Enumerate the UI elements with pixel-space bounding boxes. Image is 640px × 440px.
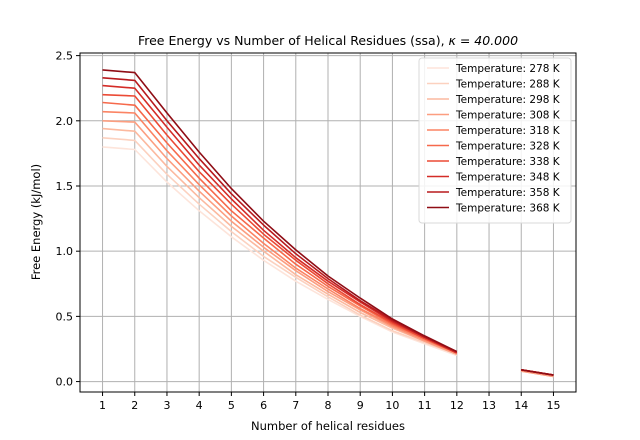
x-tick-label: 13	[482, 399, 496, 412]
y-tick-label: 0.5	[56, 310, 74, 323]
chart-title-main: Free Energy vs Number of Helical Residue…	[138, 33, 449, 48]
legend-label: Temperature: 358 K	[455, 187, 561, 199]
legend-label: Temperature: 328 K	[455, 141, 561, 153]
x-tick-label: 12	[450, 399, 464, 412]
y-tick-label: 2.5	[56, 50, 74, 63]
chart-title: Free Energy vs Number of Helical Residue…	[138, 33, 518, 48]
legend-label: Temperature: 298 K	[455, 94, 561, 106]
legend-label: Temperature: 278 K	[455, 63, 561, 75]
x-tick-label: 6	[260, 399, 267, 412]
x-tick-label: 7	[292, 399, 299, 412]
legend-box	[418, 57, 572, 224]
y-axis-title: Free Energy (kJ/mol)	[29, 164, 43, 280]
x-tick-label: 2	[131, 399, 138, 412]
x-tick-label: 5	[228, 399, 235, 412]
x-tick-label: 15	[546, 399, 560, 412]
y-tick-label: 2.0	[56, 115, 74, 128]
y-tick-label: 1.5	[56, 180, 74, 193]
axis-ticks: 1 2 3 4 5 6 7 8 9 10 11 12 13 14 150.00.51.01.52.02.5	[56, 50, 561, 412]
x-tick-label: 3	[163, 399, 170, 412]
x-tick-label: 10	[385, 399, 399, 412]
x-tick-label: 14	[514, 399, 528, 412]
legend: Temperature: 278 K Temperature: 288 K Temp…	[418, 57, 572, 224]
legend-label: Temperature: 368 K	[455, 203, 561, 215]
y-tick-label: 1.0	[56, 245, 74, 258]
legend-label: Temperature: 348 K	[455, 172, 561, 184]
series-line	[102, 120, 554, 378]
x-axis-title: Number of helical residues	[251, 419, 405, 433]
legend-label: Temperature: 338 K	[455, 156, 561, 168]
x-tick-label: 9	[357, 399, 364, 412]
legend-label: Temperature: 288 K	[455, 79, 561, 91]
legend-label: Temperature: 318 K	[455, 125, 561, 137]
x-tick-label: 4	[196, 399, 203, 412]
x-tick-label: 1	[99, 399, 106, 412]
chart-title-kappa: κ = 40.000	[449, 33, 519, 48]
x-tick-label: 11	[418, 399, 432, 412]
x-tick-label: 8	[325, 399, 332, 412]
series-line	[102, 69, 554, 376]
y-tick-label: 0.0	[56, 376, 74, 389]
series-group	[102, 69, 554, 378]
legend-label: Temperature: 308 K	[455, 110, 561, 122]
